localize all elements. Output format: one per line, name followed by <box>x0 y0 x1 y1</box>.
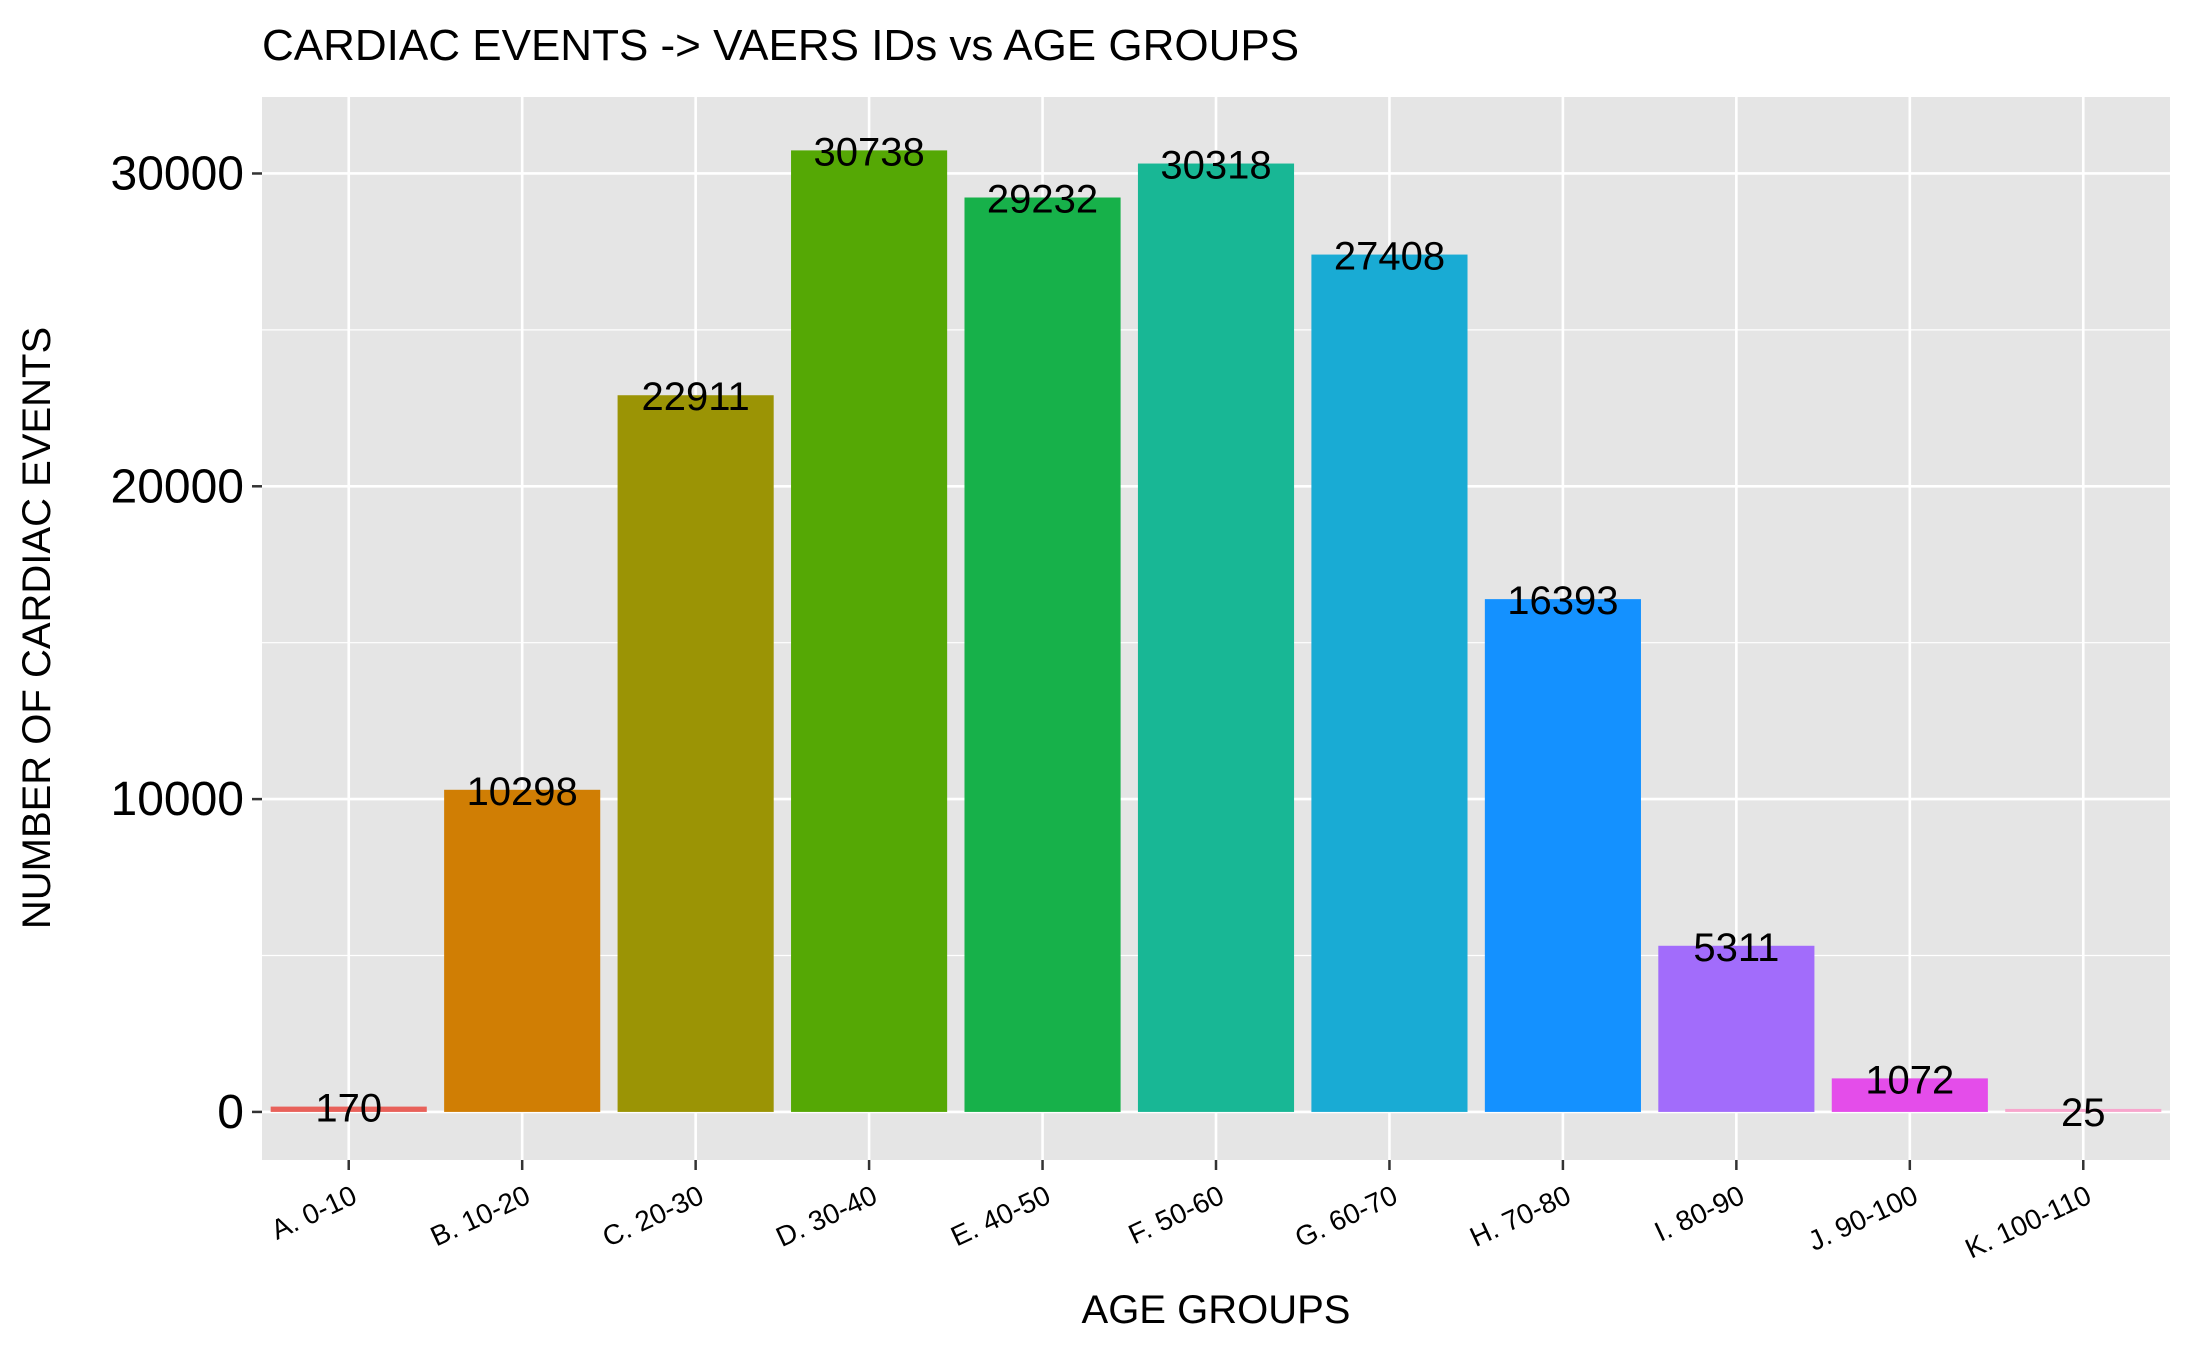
data-label: 16393 <box>1507 579 1618 623</box>
x-tick-label: A. 0-10 <box>266 1179 361 1245</box>
data-label: 10298 <box>467 770 578 814</box>
chart-title: CARDIAC EVENTS -> VAERS IDs vs AGE GROUP… <box>262 21 1299 70</box>
data-label: 25 <box>2061 1091 2106 1135</box>
data-label: 30738 <box>813 130 924 174</box>
bar-e-40-50 <box>964 197 1121 1112</box>
y-axis: 0 10000 20000 30000 <box>111 147 262 1139</box>
data-label: 1072 <box>1865 1058 1954 1102</box>
x-tick-label: C. 20-30 <box>598 1179 708 1252</box>
x-tick-label: E. 40-50 <box>946 1179 1055 1252</box>
y-tick-label: 20000 <box>111 460 244 513</box>
y-tick-label: 0 <box>217 1086 244 1139</box>
bar-h-70-80 <box>1484 599 1641 1112</box>
x-tick-label: B. 10-20 <box>426 1179 535 1252</box>
x-axis-title: AGE GROUPS <box>1082 1288 1351 1332</box>
data-labels: 170 10298 22911 30738 29232 30318 27408 16393 53… <box>315 130 2105 1135</box>
data-label: 5311 <box>1693 926 1779 970</box>
x-axis: A. 0-10 B. 10-20 C. 20-30 D. 30-40 E. 40-50 F… <box>266 1160 2096 1264</box>
x-tick-label: G. 60-70 <box>1290 1179 1402 1253</box>
data-label: 30318 <box>1160 144 1271 188</box>
bar-g-60-70 <box>1311 254 1468 1112</box>
y-tick-label: 10000 <box>111 773 244 826</box>
x-tick-label: K. 100-110 <box>1960 1179 2095 1264</box>
data-label: 29232 <box>987 178 1098 222</box>
bars <box>270 150 2162 1112</box>
bar-i-80-90 <box>1658 945 1815 1112</box>
bar-j-90-100 <box>1831 1078 1988 1112</box>
x-tick-label: F. 50-60 <box>1124 1179 1229 1250</box>
bar-f-50-60 <box>1137 163 1295 1112</box>
x-tick-label: I. 80-90 <box>1650 1179 1749 1247</box>
data-label: 22911 <box>642 375 750 419</box>
data-label: 170 <box>315 1087 382 1131</box>
x-tick-label: J. 90-100 <box>1803 1179 1922 1256</box>
y-axis-title: NUMBER OF CARDIAC EVENTS <box>15 327 59 929</box>
x-tick-label: D. 30-40 <box>771 1179 881 1252</box>
y-tick-label: 30000 <box>111 147 244 200</box>
bar-c-20-30 <box>617 395 774 1112</box>
bar-a-0-10 <box>270 1106 427 1112</box>
bar-k-100-110 <box>2005 1108 2162 1112</box>
bar-b-10-20 <box>444 789 601 1112</box>
x-tick-label: H. 70-80 <box>1465 1179 1575 1252</box>
bar-d-30-40 <box>791 150 948 1112</box>
data-label: 27408 <box>1334 235 1445 279</box>
